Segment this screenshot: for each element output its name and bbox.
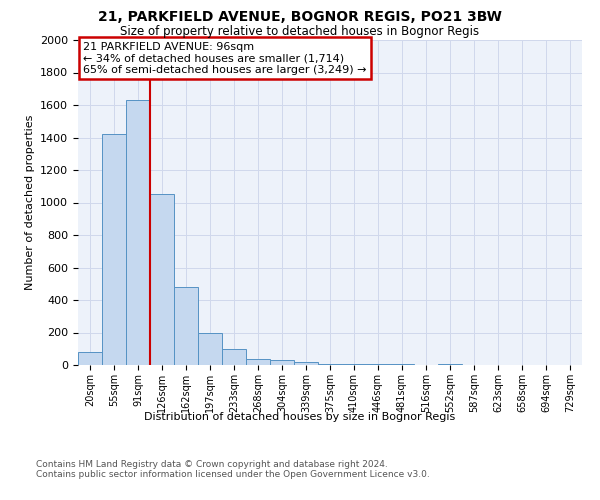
Bar (294, 362, 318, 365)
Bar (270, 360, 294, 365)
Bar (126, 100, 150, 365)
Bar (246, 358, 270, 365)
Bar (78, 352, 102, 365)
Bar (102, 134, 126, 365)
Text: Size of property relative to detached houses in Bognor Regis: Size of property relative to detached ho… (121, 25, 479, 38)
Bar (390, 364, 414, 365)
Text: Contains HM Land Registry data © Crown copyright and database right 2024.
Contai: Contains HM Land Registry data © Crown c… (36, 460, 430, 479)
Bar (366, 364, 390, 365)
Bar (174, 287, 198, 365)
Bar (198, 332, 222, 365)
Bar (342, 364, 366, 365)
Bar (150, 194, 174, 365)
Text: 21 PARKFIELD AVENUE: 96sqm
← 34% of detached houses are smaller (1,714)
65% of s: 21 PARKFIELD AVENUE: 96sqm ← 34% of deta… (83, 42, 367, 75)
Bar (318, 364, 342, 365)
Bar (438, 364, 462, 365)
Y-axis label: Number of detached properties: Number of detached properties (25, 115, 35, 290)
Text: 21, PARKFIELD AVENUE, BOGNOR REGIS, PO21 3BW: 21, PARKFIELD AVENUE, BOGNOR REGIS, PO21… (98, 10, 502, 24)
Text: Distribution of detached houses by size in Bognor Regis: Distribution of detached houses by size … (145, 412, 455, 422)
Bar (222, 349, 246, 365)
